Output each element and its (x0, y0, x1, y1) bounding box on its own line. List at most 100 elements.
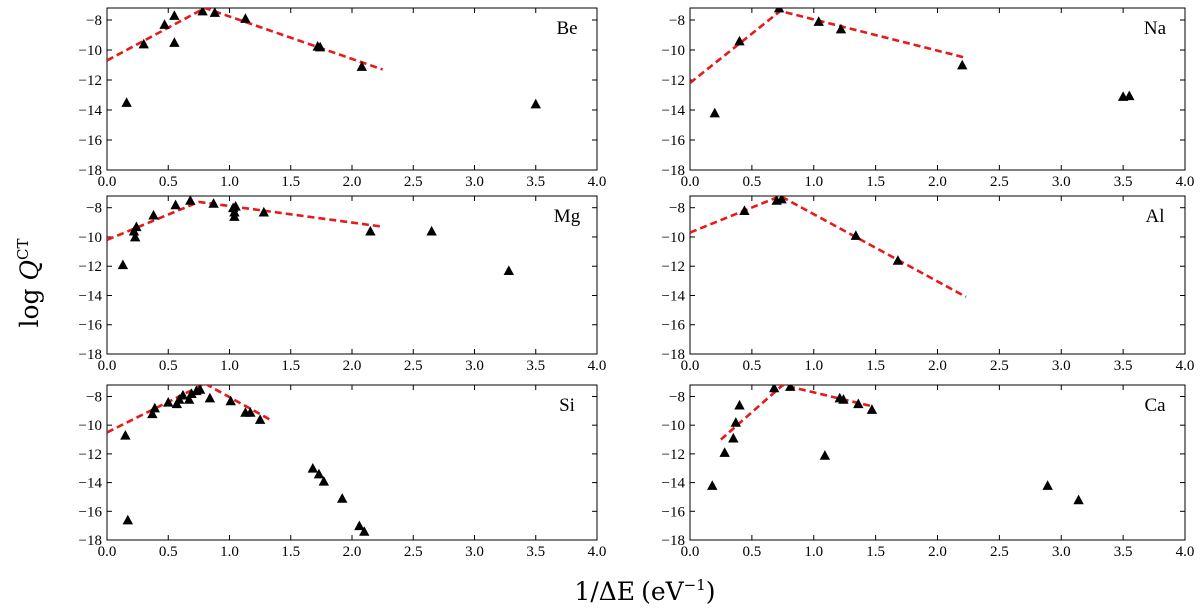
data-point (768, 385, 780, 393)
x-axis-title-close: ) (706, 577, 716, 606)
x-tick-label: 1.0 (804, 544, 823, 560)
x-tick-label: 0.5 (159, 174, 178, 190)
data-point (170, 199, 181, 210)
data-point (186, 388, 197, 399)
data-point (835, 23, 847, 34)
data-point (819, 450, 831, 460)
x-tick-label: 3.5 (526, 174, 545, 190)
data-point (313, 468, 325, 479)
plot-frame (106, 384, 598, 541)
data-point (957, 59, 968, 70)
x-tick-label: 2.0 (928, 174, 947, 190)
data-point (197, 8, 208, 16)
y-tick-label: −10 (662, 43, 685, 59)
y-tick-label: −14 (662, 103, 686, 119)
fit-line (107, 200, 383, 242)
x-tick-label: 3.5 (526, 358, 545, 374)
plot-area (707, 385, 1084, 505)
x-tick-label: 3.5 (1114, 544, 1133, 560)
data-point (853, 398, 864, 409)
x-tick-label: 2.0 (343, 544, 362, 560)
data-point (734, 399, 745, 410)
x-tick-label: 3.5 (1114, 358, 1133, 374)
y-tick-label: −16 (79, 318, 103, 334)
panel-label: Na (1144, 18, 1167, 39)
fit-line (107, 385, 274, 434)
x-tick-label: 3.0 (1052, 544, 1071, 560)
fit-line (690, 196, 967, 299)
y-axis-title: log QCT (14, 239, 44, 328)
data-point (185, 196, 196, 205)
y-tick-label: −18 (662, 533, 685, 549)
x-tick-label: 0.0 (98, 544, 117, 560)
y-tick-label: −14 (79, 288, 103, 304)
data-point (121, 97, 132, 107)
x-tick-label: 3.0 (1052, 174, 1071, 190)
y-tick-label: −12 (662, 447, 685, 463)
x-tick-label: 2.0 (343, 174, 362, 190)
y-tick-label: −18 (662, 163, 685, 179)
data-point (359, 526, 370, 536)
data-point (131, 221, 142, 232)
data-point (149, 402, 160, 413)
data-point (1073, 494, 1084, 505)
x-tick-label: 1.0 (220, 544, 239, 560)
x-tick-label: 1.5 (281, 544, 300, 560)
x-tick-label: 0.5 (743, 358, 762, 374)
data-point (138, 38, 149, 49)
x-tick-label: 1.0 (804, 174, 823, 190)
y-tick-label: −12 (79, 447, 102, 463)
panel-be: 0.0 0.5 1.0 1.5 2.0 2.5 3.0 3.5 4.0 −8 −10 −12 −14 −1… (79, 7, 606, 190)
x-tick-label: 3.0 (465, 358, 484, 374)
x-tick-label: 1.0 (220, 358, 239, 374)
x-tick-label: 3.0 (1052, 358, 1071, 374)
data-point (356, 61, 367, 71)
data-point (365, 225, 376, 236)
x-tick-label: 0.0 (98, 174, 117, 190)
y-tick-label: −10 (662, 418, 685, 434)
y-tick-label: −10 (79, 230, 102, 246)
x-tick-label: 2.5 (404, 544, 423, 560)
data-point (204, 392, 216, 403)
x-axis-title-unit: (eV (641, 577, 685, 606)
x-tick-label: 3.0 (465, 544, 484, 560)
y-axis-title-sup: CT (14, 239, 32, 260)
y-tick-label: −8 (86, 13, 102, 29)
data-point (866, 404, 878, 414)
data-point (739, 205, 750, 216)
x-tick-label: 2.0 (928, 358, 947, 374)
data-point (159, 19, 170, 29)
y-tick-label: −10 (662, 230, 685, 246)
fit-line (690, 9, 966, 85)
x-tick-label: 1.5 (866, 544, 885, 560)
x-tick-label: 1.5 (866, 174, 885, 190)
data-point (838, 394, 849, 404)
data-point (209, 8, 220, 17)
y-tick-label: −10 (79, 418, 102, 434)
x-tick-label: 0.0 (681, 544, 700, 560)
data-point (254, 414, 266, 424)
panel-label: Al (1146, 206, 1165, 227)
y-tick-label: −16 (662, 318, 686, 334)
plot-frame (689, 7, 1186, 171)
x-axis-title: 1/ΔE (eV−1) (574, 576, 715, 606)
data-point (813, 16, 824, 26)
y-tick-label: −8 (86, 201, 102, 217)
data-point (183, 394, 195, 404)
panel-al: 0.0 0.5 1.0 1.5 2.0 2.5 3.0 3.5 4.0 −8 −10 −12 −14 −1… (662, 195, 1194, 374)
panel-label: Si (559, 395, 575, 416)
data-point (503, 265, 514, 276)
data-point (177, 389, 189, 400)
y-tick-label: −14 (662, 476, 686, 492)
data-point (354, 520, 365, 531)
data-point (208, 198, 219, 208)
y-axis-title-base: log (15, 280, 44, 327)
y-tick-label: −12 (662, 259, 685, 275)
data-point (240, 13, 251, 23)
plot-frame (689, 195, 1186, 355)
y-tick-label: −18 (79, 347, 102, 363)
data-point (245, 407, 256, 417)
data-point (709, 107, 720, 118)
data-point (1124, 90, 1135, 101)
